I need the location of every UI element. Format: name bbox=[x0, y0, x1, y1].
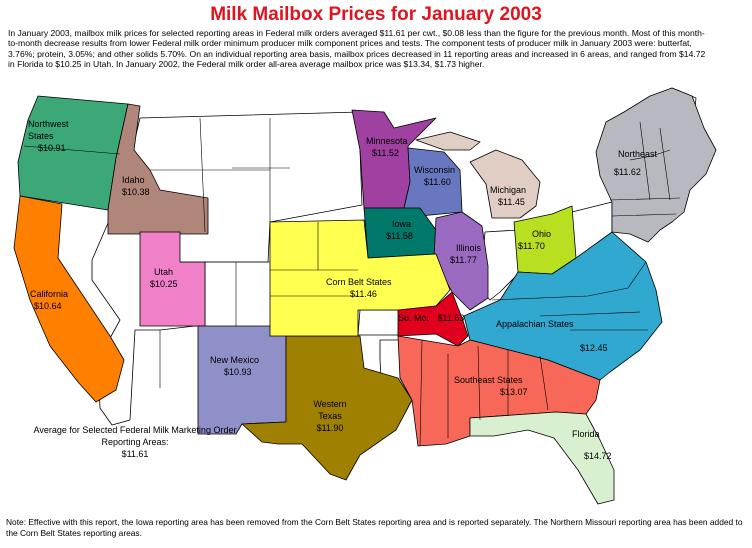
average-label: Average for Selected Federal Milk Market… bbox=[33, 425, 237, 447]
region-price: $10.93 bbox=[224, 367, 252, 377]
region-price: $10.91 bbox=[38, 143, 66, 153]
label-appalachian-price: $12.45 bbox=[580, 342, 608, 354]
region-wisconsin[interactable] bbox=[403, 147, 463, 217]
label-cornbelt: Corn Belt States $11.46 bbox=[326, 276, 392, 300]
region-name: Iowa bbox=[392, 219, 412, 229]
region-florida[interactable] bbox=[469, 411, 615, 505]
label-california: California $10.64 bbox=[30, 288, 68, 312]
region-price: $10.25 bbox=[150, 279, 178, 289]
label-somo: So. Mo. $11.63 bbox=[398, 312, 464, 324]
region-price: $13.07 bbox=[500, 387, 528, 397]
region-price: $11.60 bbox=[424, 177, 451, 187]
region-westerntexas[interactable] bbox=[241, 335, 413, 481]
region-price: $10.38 bbox=[122, 187, 150, 197]
region-northeast[interactable] bbox=[595, 87, 717, 243]
label-newmexico: New Mexico $10.93 bbox=[210, 354, 259, 378]
region-idaho[interactable] bbox=[107, 103, 209, 235]
region-name: New Mexico bbox=[210, 355, 260, 365]
region-california[interactable] bbox=[13, 195, 125, 403]
region-price: $11.46 bbox=[350, 289, 377, 299]
region-name: Illinois bbox=[456, 243, 482, 253]
map-title: Milk Mailbox Prices for January 2003 bbox=[210, 4, 542, 25]
region-name: Florida bbox=[572, 429, 600, 439]
average-value: $11.61 bbox=[121, 449, 149, 459]
region-name: Ohio bbox=[532, 229, 552, 239]
region-price: $11.62 bbox=[614, 167, 641, 177]
label-idaho: Idaho $10.38 bbox=[122, 174, 150, 198]
label-michigan: Michigan $11.45 bbox=[490, 184, 526, 208]
label-southeast: Southeast States $13.07 bbox=[454, 374, 528, 398]
region-name: Wisconsin bbox=[414, 165, 456, 175]
region-name: Minnesota bbox=[366, 136, 408, 146]
label-iowa: Iowa $11.58 bbox=[386, 218, 413, 242]
region-michigan[interactable] bbox=[415, 131, 541, 219]
region-name: Michigan bbox=[490, 185, 527, 195]
region-name: Northwest States bbox=[28, 119, 69, 141]
region-name: Appalachian States bbox=[496, 319, 574, 329]
label-utah: Utah $10.25 bbox=[150, 266, 178, 290]
region-newmexico[interactable] bbox=[197, 325, 287, 435]
region-name: California bbox=[30, 289, 69, 299]
region-price: $11.70 bbox=[518, 241, 545, 251]
region-price: $11.52 bbox=[372, 148, 399, 158]
region-price: $11.77 bbox=[450, 255, 477, 265]
region-name: Northeast bbox=[618, 149, 658, 159]
label-northeast: Northeast $11.62 bbox=[614, 148, 658, 178]
label-illinois: Illinois $11.77 bbox=[444, 242, 481, 266]
region-name: Western Texas bbox=[313, 399, 347, 421]
region-price: $11.90 bbox=[316, 423, 344, 433]
region-name: Utah bbox=[154, 267, 174, 277]
label-appalachian: Appalachian States bbox=[496, 318, 574, 330]
label-northwest: Northwest States $10.91 bbox=[28, 118, 84, 154]
region-somo[interactable] bbox=[397, 291, 469, 347]
label-wisconsin: Wisconsin $11.60 bbox=[414, 164, 455, 188]
footnote: Note: Effective with this report, the Io… bbox=[6, 517, 743, 538]
region-price: $11.63 bbox=[437, 313, 465, 323]
average-price-box: Average for Selected Federal Milk Market… bbox=[30, 424, 240, 460]
region-price: $11.45 bbox=[498, 197, 525, 207]
region-price: $11.58 bbox=[386, 231, 413, 241]
label-florida: Florida $14.72 bbox=[572, 428, 612, 462]
region-price: $12.45 bbox=[580, 343, 608, 353]
region-price: $10.64 bbox=[34, 301, 62, 311]
label-ohio: Ohio $11.70 bbox=[518, 228, 551, 252]
region-name: So. Mo. bbox=[398, 313, 430, 323]
region-name: Corn Belt States bbox=[326, 277, 392, 287]
region-name: Southeast States bbox=[454, 375, 523, 385]
intro-paragraph: In January 2003, mailbox milk prices for… bbox=[8, 28, 706, 70]
label-westerntexas: Western Texas $11.90 bbox=[308, 398, 352, 434]
region-name: Idaho bbox=[122, 175, 145, 185]
label-minnesota: Minnesota $11.52 bbox=[366, 135, 408, 159]
region-price: $14.72 bbox=[584, 451, 612, 461]
